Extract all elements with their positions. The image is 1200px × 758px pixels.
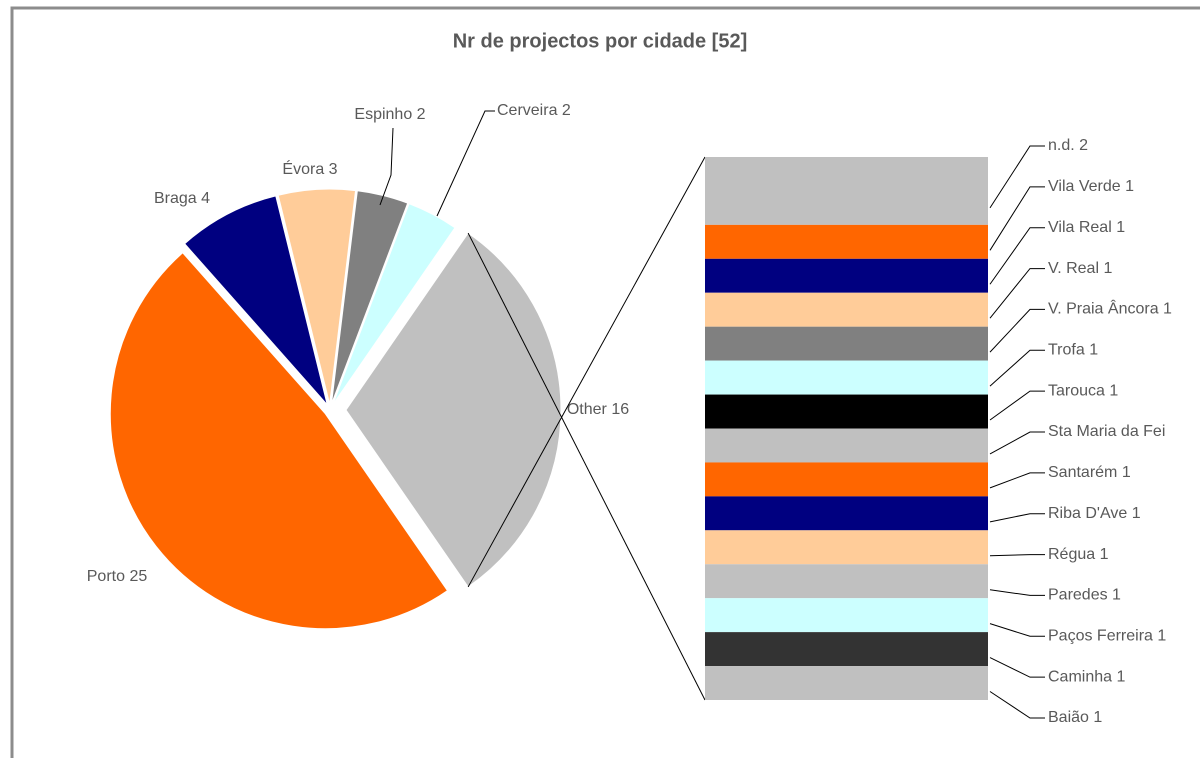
bar-label: Vila Real 1 [1048, 219, 1125, 236]
bar-label: Baião 1 [1048, 709, 1102, 726]
pie-slice [183, 195, 328, 406]
bar-label: n.d. 2 [1048, 137, 1088, 154]
leader-line [989, 657, 1045, 678]
leader-line [989, 349, 1045, 387]
bar-label: V. Praia Âncora 1 [1048, 299, 1172, 318]
bar-label: Riba D'Ave 1 [1048, 505, 1141, 522]
pie-slice [330, 190, 409, 405]
leader-line [989, 554, 1045, 557]
bar-label: Caminha 1 [1048, 668, 1125, 685]
leader-line [989, 186, 1045, 251]
pie-slice [332, 203, 456, 405]
leader-line [989, 691, 1045, 719]
bar-segment [705, 530, 988, 565]
bar-label: Vila Verde 1 [1048, 178, 1134, 195]
pie-label: Braga 4 [154, 190, 210, 207]
leader-line [989, 308, 1045, 353]
bar-segment [705, 428, 988, 463]
bar-label: Paços Ferreira 1 [1048, 628, 1166, 645]
bar-label: V. Real 1 [1048, 260, 1112, 277]
bar-segment [705, 224, 988, 259]
leader-line [989, 513, 1045, 523]
leader-line [989, 268, 1045, 319]
bar-segment [705, 598, 988, 633]
bar-label: Sta Maria da Fei [1048, 423, 1165, 440]
bar-segment [705, 157, 988, 225]
chart-title: Nr de projectos por cidade [52] [453, 30, 748, 52]
bar-segment [705, 258, 988, 293]
bar-segment [705, 564, 988, 599]
leader-line [989, 431, 1045, 455]
leader-line [989, 623, 1045, 637]
bar-segment [705, 292, 988, 327]
leader-line [989, 472, 1045, 489]
leader-line [436, 110, 495, 217]
bar-segment [705, 666, 988, 700]
bar-segment [705, 360, 988, 395]
bar-label: Tarouca 1 [1048, 382, 1118, 399]
bar-segment [705, 632, 988, 667]
bar-label: Trofa 1 [1048, 342, 1098, 359]
leader-line [989, 589, 1045, 596]
bar-label: Santarém 1 [1048, 464, 1131, 481]
bar-segment [705, 496, 988, 531]
leader-line [379, 127, 394, 206]
leader-line [989, 227, 1045, 285]
leader-line [989, 145, 1045, 209]
bar-segment [705, 326, 988, 361]
pie-slice [345, 232, 562, 588]
pie-label: Porto 25 [87, 568, 148, 585]
pie-label: Cerveira 2 [497, 102, 571, 119]
pie-label: Espinho 2 [354, 106, 425, 123]
pie-label: Évora 3 [282, 159, 337, 178]
leader-line [989, 390, 1045, 421]
pie-label: Other 16 [567, 401, 629, 418]
bar-label: Paredes 1 [1048, 587, 1121, 604]
bar-segment [705, 462, 988, 497]
bar-label: Régua 1 [1048, 546, 1109, 563]
connector-line [467, 232, 706, 701]
connector-line [467, 156, 706, 588]
bar-segment [705, 394, 988, 429]
pie-slice [277, 188, 357, 405]
pie-slice [109, 252, 449, 630]
